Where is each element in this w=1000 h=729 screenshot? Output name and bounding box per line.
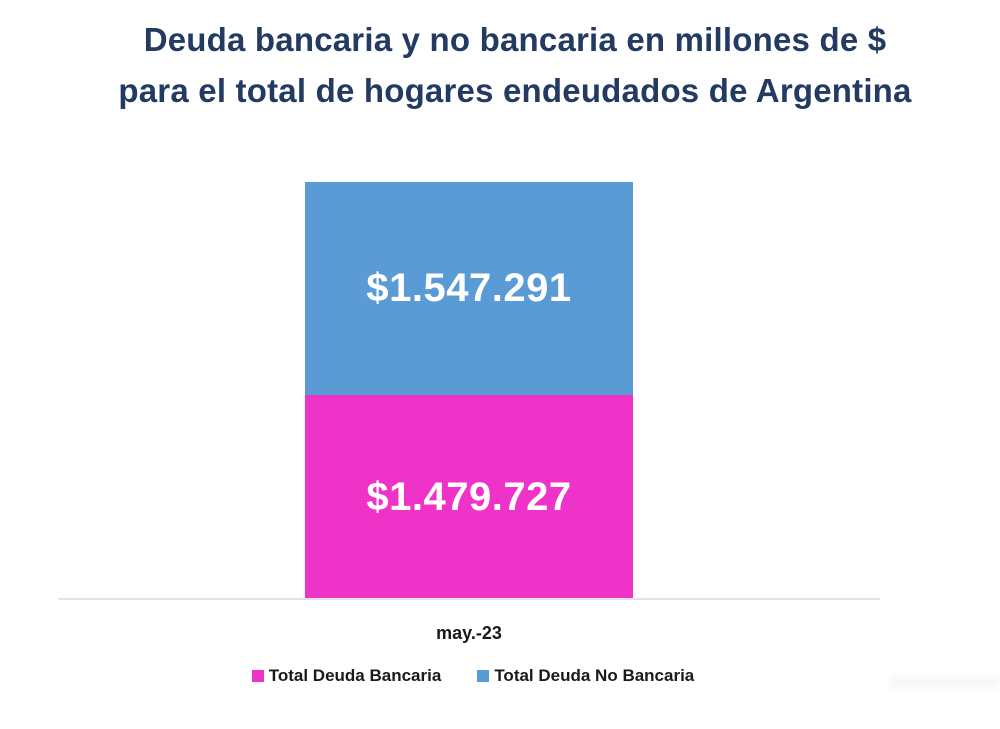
bar-segment-bancaria: $1.479.727 [305, 395, 633, 599]
plot-area: $1.547.291 $1.479.727 [58, 150, 880, 599]
legend-swatch-bancaria-icon [251, 670, 264, 682]
data-label-no-bancaria: $1.547.291 [366, 266, 572, 310]
stacked-bar-may-23: $1.547.291 $1.479.727 [305, 182, 633, 599]
legend-item-no-bancaria: Total Deuda No Bancaria [477, 666, 694, 686]
data-label-bancaria: $1.479.727 [366, 474, 572, 519]
legend-label-bancaria: Total Deuda Bancaria [268, 666, 442, 685]
x-axis-line [58, 598, 880, 600]
legend-item-bancaria: Total Deuda Bancaria [251, 666, 442, 686]
legend-swatch-no-bancaria-icon [477, 670, 490, 682]
legend-label-no-bancaria: Total Deuda No Bancaria [494, 666, 695, 685]
bar-segment-no-bancaria: $1.547.291 [305, 182, 633, 395]
chart-title-line-2: para el total de hogares endeudados de A… [118, 72, 912, 109]
legend: Total Deuda Bancaria Total Deuda No Banc… [0, 666, 946, 686]
chart-title-line-1: Deuda bancaria y no bancaria en millones… [143, 21, 887, 58]
decorative-shadow [890, 672, 1000, 692]
x-axis-category-label: may.-23 [436, 623, 502, 643]
chart-title: Deuda bancaria y no bancaria en millones… [0, 14, 1000, 116]
